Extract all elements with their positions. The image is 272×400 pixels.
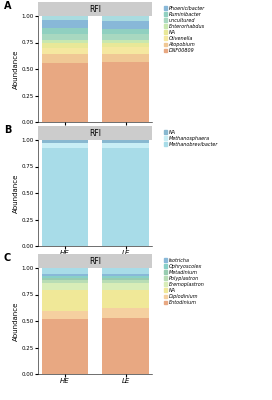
Bar bbox=[103, 54, 149, 62]
Bar bbox=[42, 319, 88, 374]
Bar bbox=[42, 274, 88, 276]
Bar bbox=[103, 318, 149, 374]
Bar bbox=[103, 140, 149, 143]
Bar bbox=[42, 54, 88, 63]
Bar bbox=[103, 16, 149, 21]
Bar bbox=[42, 276, 88, 278]
Bar bbox=[42, 20, 88, 28]
Bar bbox=[103, 290, 149, 308]
Text: B: B bbox=[4, 125, 11, 135]
Bar bbox=[103, 148, 149, 246]
Y-axis label: Abundance: Abundance bbox=[13, 173, 19, 213]
Bar bbox=[42, 311, 88, 319]
Bar bbox=[103, 268, 149, 274]
Bar bbox=[42, 143, 88, 148]
Bar bbox=[103, 42, 149, 47]
Bar bbox=[42, 63, 88, 122]
Bar bbox=[42, 28, 88, 34]
Bar bbox=[103, 29, 149, 34]
Bar bbox=[103, 40, 149, 42]
Bar bbox=[103, 283, 149, 290]
Bar bbox=[103, 47, 149, 54]
Legend: Phoenicibacter, Ruminibacter, uncultured, Enterorhabdus, NA, Olivenella, Atopobi: Phoenicibacter, Ruminibacter, uncultured… bbox=[162, 4, 207, 55]
Bar bbox=[103, 274, 149, 276]
Bar bbox=[103, 280, 149, 283]
Y-axis label: Abundance: Abundance bbox=[13, 301, 19, 341]
Bar bbox=[42, 278, 88, 280]
Bar bbox=[42, 280, 88, 283]
Bar bbox=[42, 283, 88, 290]
Text: A: A bbox=[4, 1, 11, 11]
Bar bbox=[42, 43, 88, 48]
Bar bbox=[42, 40, 88, 43]
Bar bbox=[103, 21, 149, 29]
Bar bbox=[42, 16, 88, 20]
Bar bbox=[103, 34, 149, 40]
Bar bbox=[42, 48, 88, 54]
Legend: NA, Methanosphaera, Methanobrevibacter: NA, Methanosphaera, Methanobrevibacter bbox=[162, 128, 220, 149]
Bar bbox=[42, 34, 88, 40]
Y-axis label: Abundance: Abundance bbox=[13, 49, 19, 89]
Bar bbox=[42, 140, 88, 143]
Bar bbox=[103, 308, 149, 318]
Bar bbox=[42, 268, 88, 274]
Bar bbox=[103, 62, 149, 122]
Bar bbox=[42, 290, 88, 311]
Bar bbox=[103, 143, 149, 148]
Bar bbox=[103, 278, 149, 280]
Bar bbox=[42, 148, 88, 246]
Text: C: C bbox=[4, 253, 11, 263]
Legend: Isotricha, Ophryoscolex, Metadinium, Polyplastron, Eremoplastron, NA, Diplodiniu: Isotricha, Ophryoscolex, Metadinium, Pol… bbox=[162, 256, 206, 307]
Bar bbox=[103, 276, 149, 278]
